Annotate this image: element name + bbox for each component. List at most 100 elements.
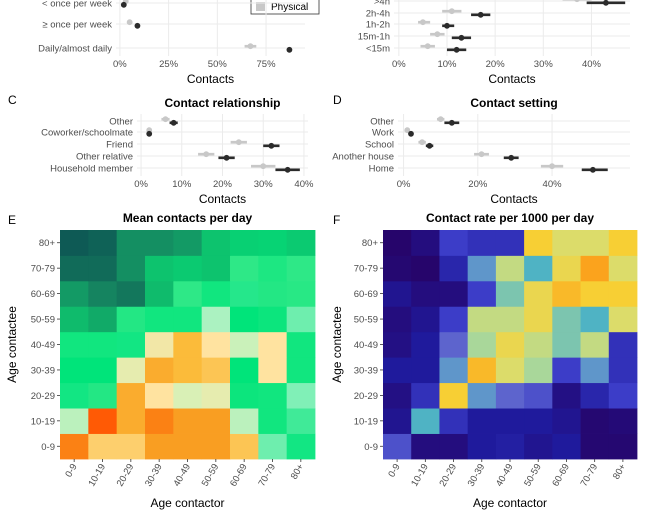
heatmap-cell <box>230 357 259 384</box>
panel-c: 0% 10% 20% 30% 40% OtherCoworker/schoolmateFr… <box>41 96 314 206</box>
y-tick-label: Daily/almost daily <box>38 44 112 55</box>
x-axis-label: Contacts <box>187 72 234 86</box>
heatmap-cell <box>258 433 288 460</box>
heatmap-cell <box>552 357 581 384</box>
heatmap-cell <box>467 408 497 434</box>
point-physical <box>134 22 141 29</box>
x-tick-label: 40% <box>543 179 563 190</box>
heatmap-cell <box>116 280 146 307</box>
x-tick-label: 10% <box>172 179 192 190</box>
heatmap-cell <box>383 433 412 460</box>
y-tick-label: 50-59 <box>354 315 378 326</box>
heatmap-cell <box>145 280 174 307</box>
point-virtual <box>448 8 455 15</box>
heatmap-cell <box>60 280 89 307</box>
heatmap-cell <box>552 382 581 409</box>
heatmap-cell <box>524 408 553 434</box>
y-tick-label: 1h-2h <box>366 20 390 31</box>
heatmap-cell <box>495 408 525 434</box>
point-physical <box>458 34 465 41</box>
heatmap-cell <box>608 306 638 333</box>
point-virtual <box>203 151 210 158</box>
heatmap-cell <box>411 306 440 333</box>
x-tick-label: 50-59 <box>200 462 222 489</box>
heatmap-cell <box>524 280 553 307</box>
heatmap-cell <box>383 306 412 333</box>
x-tick-label: 70-79 <box>256 462 278 489</box>
heatmap-cell <box>495 306 525 333</box>
heatmap-cell <box>580 382 610 409</box>
point-physical <box>448 119 455 126</box>
y-tick-label: Other relative <box>76 152 133 163</box>
heatmap-cell <box>580 357 610 384</box>
point-virtual <box>247 43 254 50</box>
heatmap-cell <box>258 382 288 409</box>
point-physical <box>146 130 153 137</box>
heatmap-cell <box>145 408 174 434</box>
heatmap-cell <box>173 255 203 282</box>
heatmap-cell <box>230 230 259 256</box>
heatmap-cell <box>439 331 469 358</box>
x-tick-label: 80+ <box>289 462 307 482</box>
point-physical <box>426 142 433 149</box>
heatmap-cell <box>439 408 469 434</box>
heatmap-cell <box>258 255 288 282</box>
legend-physical-label: Physical <box>271 2 308 13</box>
y-tick-label: 40-49 <box>31 340 55 351</box>
heatmap-cell <box>383 357 412 384</box>
heatmap-cell <box>286 306 316 333</box>
point-physical <box>408 130 414 137</box>
point-physical <box>603 0 609 6</box>
point-physical <box>589 166 596 173</box>
heatmap-cell <box>467 433 497 460</box>
heatmap-cell <box>524 331 553 358</box>
legend: Physical <box>250 0 320 15</box>
y-tick-label: Other <box>370 117 394 128</box>
heatmap-cell <box>495 230 525 256</box>
heatmap-cell <box>258 357 288 384</box>
chart-title: Mean contacts per day <box>123 211 253 225</box>
x-tick-label: 0% <box>392 59 406 70</box>
heatmap-cell <box>467 230 497 256</box>
heatmap-cell <box>116 408 146 434</box>
heatmap-cell <box>88 331 118 358</box>
chart-title: Contact setting <box>470 96 557 110</box>
heatmap-cell <box>439 255 469 282</box>
x-tick-label: 80+ <box>611 462 629 482</box>
y-tick-label: <15m <box>366 44 390 55</box>
heatmap-cell <box>608 408 638 434</box>
x-tick-label: 20% <box>213 179 233 190</box>
y-tick-label: Household member <box>50 164 133 175</box>
heatmap-cell <box>286 280 316 307</box>
heatmap-cell <box>60 408 89 434</box>
heatmap-cell <box>201 433 231 460</box>
heatmap-cell <box>88 230 118 256</box>
heatmap-cell <box>258 331 288 358</box>
point-virtual <box>260 163 267 170</box>
point-physical <box>223 154 230 161</box>
heatmap-cell <box>286 331 316 358</box>
heatmap-cell <box>88 433 118 460</box>
heatmap-cell <box>88 357 118 384</box>
heatmap-cell <box>88 255 118 282</box>
heatmap-cell <box>173 280 203 307</box>
point-virtual <box>235 139 242 146</box>
x-tick-label: 20% <box>486 59 506 70</box>
x-tick-label: 0-9 <box>63 462 79 479</box>
heatmap-cell <box>230 382 259 409</box>
heatmap-cell <box>495 357 525 384</box>
y-tick-label: 20-29 <box>354 391 378 402</box>
panel-letter: E <box>8 213 16 227</box>
heatmap-cell <box>116 331 146 358</box>
heatmap-cell <box>411 357 440 384</box>
heatmap-cell <box>88 382 118 409</box>
heatmap-cell <box>580 433 610 460</box>
heatmap-cell <box>552 408 581 434</box>
heatmap-cell <box>286 357 316 384</box>
heatmap-cell <box>552 230 581 256</box>
heatmap-cell <box>201 331 231 358</box>
x-tick-label: 10-19 <box>86 462 108 489</box>
heatmap-cell <box>495 255 525 282</box>
x-tick-label: 30-39 <box>466 462 488 489</box>
